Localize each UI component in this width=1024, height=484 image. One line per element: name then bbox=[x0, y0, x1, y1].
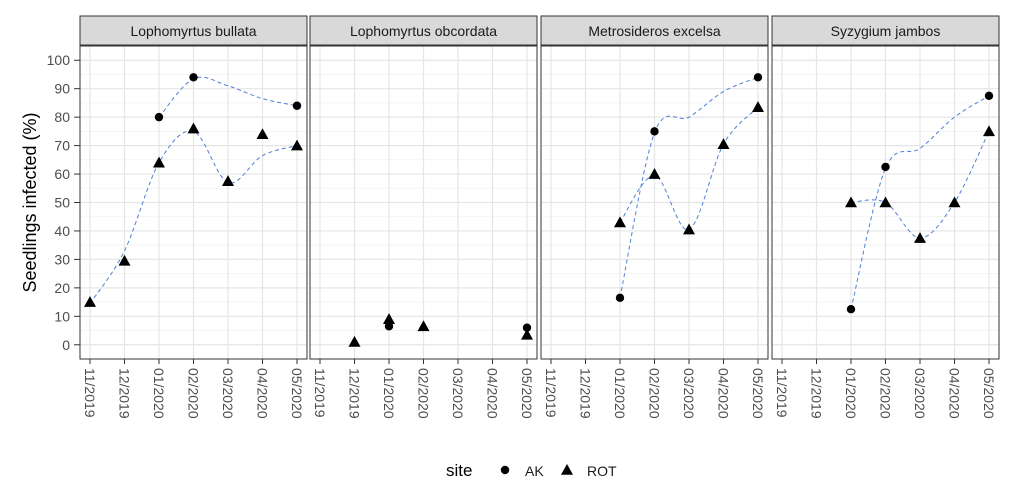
x-tick-label: 01/2020 bbox=[612, 368, 628, 419]
x-tick-label: 03/2020 bbox=[220, 368, 236, 419]
panel-title: Lophomyrtus obcordata bbox=[350, 23, 497, 39]
data-point-rot bbox=[348, 335, 361, 347]
x-tick-label: 02/2020 bbox=[647, 368, 663, 419]
legend-title: site bbox=[446, 461, 472, 480]
data-point-rot bbox=[845, 196, 857, 208]
trend-line bbox=[158, 76, 298, 118]
x-tick-label: 05/2020 bbox=[289, 368, 305, 419]
x-tick-label: 11/2019 bbox=[82, 368, 98, 418]
data-point-rot bbox=[717, 138, 730, 149]
trend-line bbox=[850, 95, 990, 310]
x-tick-label: 12/2019 bbox=[117, 368, 133, 419]
x-tick-label: 02/2020 bbox=[416, 368, 432, 419]
data-point-rot bbox=[879, 196, 892, 208]
data-point-rot bbox=[291, 139, 303, 151]
panel-title: Syzygium jambos bbox=[831, 23, 941, 39]
panel-strip bbox=[309, 15, 538, 46]
x-tick-label: 02/2020 bbox=[186, 368, 202, 419]
x-tick-label: 11/2019 bbox=[774, 368, 790, 418]
x-tick-label: 05/2020 bbox=[519, 368, 535, 419]
panel-title: Lophomyrtus bullata bbox=[130, 23, 256, 39]
x-tick-label: 04/2020 bbox=[255, 368, 271, 419]
y-tick-label: 70 bbox=[54, 138, 70, 154]
y-tick-label: 90 bbox=[54, 81, 70, 97]
data-point-ak bbox=[984, 91, 994, 100]
data-point-rot bbox=[256, 128, 269, 140]
x-tick-label: 05/2020 bbox=[750, 368, 766, 419]
data-point-ak bbox=[154, 112, 164, 122]
x-tick-label: 11/2019 bbox=[312, 368, 328, 418]
trend-line bbox=[619, 76, 759, 298]
y-tick-label: 50 bbox=[54, 195, 70, 211]
trend-line bbox=[89, 130, 298, 304]
panel-3: Metrosideros excelsa 11/2019 12/2019 01/202… bbox=[540, 15, 769, 419]
data-point-rot bbox=[614, 216, 626, 228]
panel-4: Syzygium jambos 11/2019 12/2019 01/2020 02/2… bbox=[771, 15, 1000, 419]
x-tick-label: 03/2020 bbox=[681, 368, 697, 419]
y-tick-label: 10 bbox=[54, 308, 70, 324]
data-point-ak bbox=[650, 127, 659, 136]
legend-key-rot bbox=[561, 464, 573, 475]
data-point-ak bbox=[753, 73, 763, 82]
panel-strip bbox=[771, 15, 1000, 46]
x-tick-label: 04/2020 bbox=[485, 368, 501, 419]
legend-key-ak bbox=[500, 465, 510, 475]
y-tick-label: 30 bbox=[54, 251, 70, 267]
x-tick-label: 01/2020 bbox=[843, 368, 859, 419]
x-tick-label: 12/2019 bbox=[578, 368, 594, 419]
panel-strip bbox=[540, 15, 769, 46]
y-tick-label: 0 bbox=[62, 337, 70, 353]
legend: site AK ROT bbox=[446, 461, 617, 480]
panel-strip bbox=[79, 15, 308, 46]
legend-label: AK bbox=[525, 463, 544, 479]
x-tick-label: 01/2020 bbox=[381, 368, 397, 419]
y-tick-label: 40 bbox=[54, 223, 70, 239]
data-point-ak bbox=[846, 305, 856, 314]
data-point-ak bbox=[189, 73, 198, 82]
y-tick-label: 20 bbox=[54, 280, 70, 296]
x-tick-label: 11/2019 bbox=[543, 368, 559, 418]
legend-label: ROT bbox=[587, 463, 617, 479]
data-point-rot bbox=[84, 296, 96, 307]
data-point-rot bbox=[752, 101, 764, 112]
data-point-rot bbox=[683, 223, 695, 235]
x-tick-label: 04/2020 bbox=[716, 368, 732, 419]
x-tick-label: 12/2019 bbox=[347, 368, 363, 419]
data-point-ak bbox=[615, 293, 625, 303]
x-tick-label: 05/2020 bbox=[981, 368, 997, 419]
y-tick-label: 80 bbox=[54, 109, 70, 125]
panel-1: Lophomyrtus bullata 11/2019 12/2019 01/2020… bbox=[79, 15, 308, 419]
data-point-rot bbox=[153, 156, 165, 168]
data-point-rot bbox=[521, 328, 533, 340]
x-tick-label: 03/2020 bbox=[912, 368, 928, 419]
data-point-rot bbox=[118, 254, 131, 266]
x-tick-label: 03/2020 bbox=[450, 368, 466, 419]
x-tick-label: 04/2020 bbox=[947, 368, 963, 419]
data-point-rot bbox=[417, 320, 430, 332]
data-point-ak bbox=[292, 101, 302, 110]
y-tick-label: 60 bbox=[54, 166, 70, 182]
data-point-rot bbox=[983, 125, 995, 137]
data-point-rot bbox=[383, 313, 395, 324]
panel-2: Lophomyrtus obcordata 11/2019 12/2019 01/20… bbox=[309, 15, 538, 419]
y-axis-label: Seedlings infected (%) bbox=[20, 112, 40, 292]
data-point-ak bbox=[384, 322, 394, 331]
data-point-ak bbox=[881, 162, 890, 172]
data-point-rot bbox=[222, 175, 234, 186]
data-point-rot bbox=[948, 196, 961, 208]
data-point-ak bbox=[522, 323, 532, 332]
x-tick-label: 02/2020 bbox=[878, 368, 894, 419]
data-point-rot bbox=[187, 122, 200, 134]
y-tick-label: 100 bbox=[47, 52, 71, 68]
x-tick-label: 01/2020 bbox=[151, 368, 167, 419]
x-tick-label: 12/2019 bbox=[809, 368, 825, 419]
panel-title: Metrosideros excelsa bbox=[588, 23, 720, 39]
data-point-rot bbox=[648, 168, 661, 179]
data-point-rot bbox=[914, 232, 926, 243]
